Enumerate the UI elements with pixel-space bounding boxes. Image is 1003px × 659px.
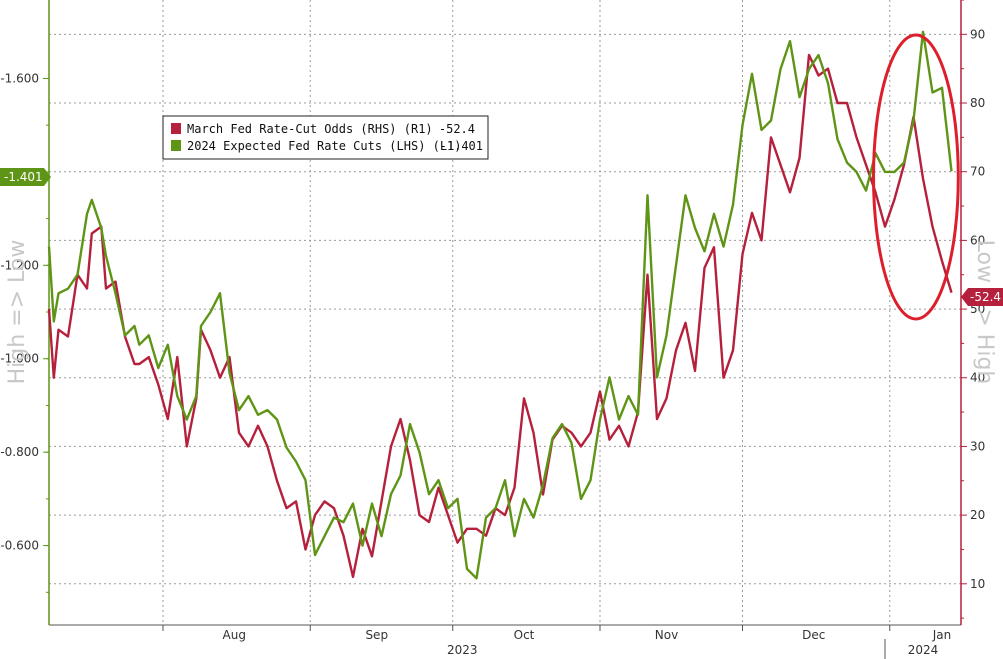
right-last-value-text: -52.4: [970, 290, 1001, 304]
right-tick-label: 70: [970, 165, 985, 179]
legend: March Fed Rate-Cut Odds (RHS) (R1) -52.4…: [162, 115, 489, 160]
series-lines: [47, 30, 953, 580]
left-last-value-text: -1.401: [4, 170, 43, 184]
left-tick-label: -0.600: [0, 539, 39, 553]
left-last-value-badge: -1.401: [0, 168, 51, 186]
right-tick-label: 60: [970, 233, 985, 247]
x-tick-label: Sep: [365, 628, 388, 642]
legend-label-march-odds: March Fed Rate-Cut Odds (RHS) (R1): [187, 122, 433, 136]
legend-label-2024-cuts: 2024 Expected Fed Rate Cuts (LHS) (L1): [187, 139, 462, 153]
right-last-value-badge: -52.4: [961, 288, 1003, 306]
right-tick-label: 10: [970, 577, 985, 591]
x-axis: Aug Sep Oct Nov Dec Jan 2023 2024: [49, 624, 961, 659]
right-tick-label: 40: [970, 371, 985, 385]
legend-value-march-odds: -52.4: [439, 122, 475, 136]
x-tick-label: Oct: [514, 628, 535, 642]
annotation-ellipse: [872, 33, 960, 321]
right-axis-title: Low => High: [972, 240, 997, 385]
right-tick-label: 80: [970, 96, 985, 110]
x-tick-label: Dec: [802, 628, 825, 642]
legend-swatch-march-odds: [171, 123, 181, 134]
left-tick-label: -0.800: [0, 445, 39, 459]
left-tick-label: -1.600: [0, 71, 39, 85]
x-tick-label: Nov: [655, 628, 678, 642]
left-tick-label: -1.000: [0, 352, 39, 366]
right-tick-label: 20: [970, 508, 985, 522]
legend-box: [162, 115, 489, 160]
left-axis-title: High => Low: [5, 240, 30, 385]
x-year-label: 2024: [908, 643, 939, 657]
x-year-label: 2023: [447, 643, 478, 657]
x-tick-label: Aug: [223, 628, 246, 642]
legend-value-2024-cuts: -1.401: [440, 139, 483, 153]
left-tick-label: -1.200: [0, 258, 39, 272]
right-tick-label: 30: [970, 439, 985, 453]
right-tick-label: 90: [970, 27, 985, 41]
grid-lines: [49, 0, 961, 625]
series-line-2024-cuts: [47, 30, 953, 580]
legend-swatch-2024-cuts: [171, 140, 181, 151]
x-tick-label: Jan: [932, 628, 952, 642]
series-line-march-odds: [47, 53, 953, 579]
